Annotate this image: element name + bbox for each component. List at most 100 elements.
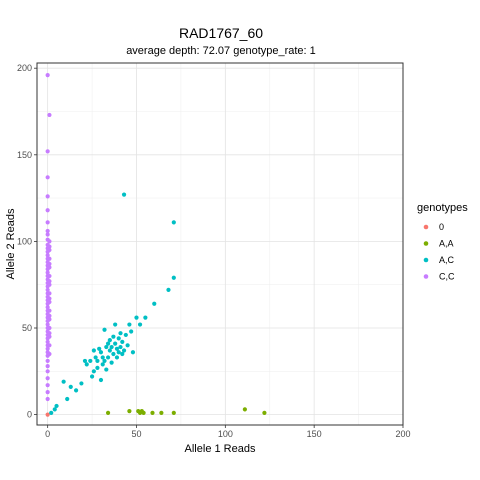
data-point: [45, 220, 50, 225]
data-point: [262, 410, 267, 415]
data-point: [102, 327, 107, 332]
data-point: [134, 315, 139, 320]
data-point: [171, 220, 176, 225]
data-point: [105, 341, 111, 346]
data-point: [109, 360, 114, 365]
data-point: [107, 338, 112, 343]
data-point: [47, 325, 52, 331]
data-point: [47, 343, 52, 348]
data-point: [45, 412, 50, 417]
data-point: [98, 350, 104, 355]
data-point: [47, 308, 52, 313]
data-point: [104, 367, 109, 372]
data-point: [127, 322, 132, 327]
plot-panel-border: [36, 62, 404, 426]
y-axis-title: Allele 2 Reads: [5, 208, 17, 279]
data-point: [47, 261, 52, 267]
x-tick-label: 100: [218, 429, 233, 439]
data-point: [47, 313, 52, 318]
legend: genotypes 0 A,A A,C C,C: [417, 202, 468, 282]
x-tick-label: 200: [395, 429, 410, 439]
data-point: [98, 377, 104, 383]
data-point: [97, 346, 102, 351]
data-point: [171, 275, 176, 280]
data-point: [47, 273, 52, 279]
data-point: [47, 247, 52, 253]
data-point: [116, 350, 121, 355]
data-point: [84, 362, 89, 367]
data-point: [47, 279, 52, 284]
data-point: [118, 344, 123, 350]
data-point: [95, 358, 100, 364]
data-point: [121, 348, 127, 353]
data-point: [120, 351, 125, 357]
x-axis-title: Allele 1 Reads: [185, 443, 256, 455]
chart-title: RAD1767_60: [179, 25, 263, 41]
data-point: [47, 291, 52, 296]
data-point: [100, 355, 105, 360]
data-point: [45, 376, 50, 381]
data-point: [105, 410, 111, 415]
legend-title: genotypes: [417, 202, 468, 214]
data-point: [45, 339, 50, 344]
data-point: [47, 282, 52, 287]
data-point: [104, 344, 109, 350]
data-point: [47, 299, 52, 305]
data-point: [120, 339, 125, 344]
data-point: [54, 403, 59, 409]
data-point: [118, 331, 123, 336]
data-point: [109, 344, 114, 350]
y-tick-label: 150: [17, 150, 32, 160]
data-point: [45, 364, 50, 369]
data-point: [61, 379, 66, 384]
data-point: [82, 358, 88, 364]
data-point: [45, 358, 50, 364]
data-point: [141, 410, 146, 415]
data-point: [111, 334, 116, 339]
data-point: [93, 355, 98, 360]
data-point: [166, 287, 171, 292]
data-point: [159, 410, 164, 415]
data-point: [89, 374, 95, 379]
data-point: [47, 239, 52, 244]
legend-label: C,C: [439, 272, 455, 282]
data-point: [45, 287, 50, 292]
y-tick-label: 50: [22, 323, 32, 333]
axis-ticks: 0 50 100 150 200 0 50 100 150 200: [17, 63, 411, 439]
data-point: [47, 351, 52, 357]
data-point: [45, 346, 50, 351]
data-point: [152, 301, 157, 306]
data-point: [47, 331, 52, 336]
data-point: [47, 244, 52, 249]
data-point: [130, 350, 136, 355]
data-point: [47, 265, 52, 270]
data-point: [45, 208, 50, 213]
y-tick-label: 100: [17, 236, 32, 246]
data-point: [242, 407, 247, 412]
data-point: [121, 192, 127, 197]
data-point: [143, 315, 148, 320]
legend-label: 0: [439, 222, 444, 232]
data-point: [95, 365, 100, 370]
data-point: [111, 351, 116, 357]
data-point: [68, 384, 73, 389]
data-point: [102, 358, 107, 364]
x-tick-label: 150: [307, 429, 322, 439]
data-point: [114, 355, 120, 360]
x-tick-label: 0: [45, 429, 50, 439]
data-point: [45, 253, 50, 258]
data-point: [45, 270, 50, 275]
legend-key: [423, 224, 429, 230]
data-point: [150, 410, 155, 415]
chart-subtitle: average depth: 72.07 genotype_rate: 1: [126, 45, 316, 57]
data-point: [45, 194, 50, 199]
data-point: [88, 358, 93, 364]
data-point: [91, 348, 96, 353]
data-point: [47, 317, 52, 322]
data-point: [113, 322, 118, 327]
data-point: [127, 409, 132, 414]
data-point: [171, 410, 176, 415]
data-point: [47, 334, 52, 339]
